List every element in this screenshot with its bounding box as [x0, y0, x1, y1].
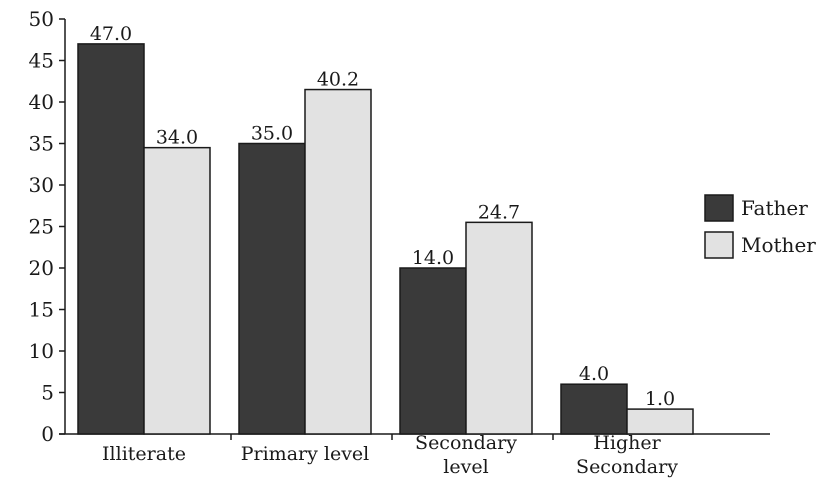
bar-mother	[465, 221, 533, 435]
data-label-mother: 40.2	[317, 69, 359, 91]
x-axis: Illiterate Primary level Secondary level Hig…	[59, 432, 770, 478]
bar-father	[560, 383, 628, 435]
bars	[77, 43, 694, 435]
x-category-label: Primary level	[241, 443, 370, 465]
bar-father	[238, 142, 306, 435]
y-tick-label: 10	[29, 339, 54, 363]
y-tick-label: 45	[29, 49, 54, 73]
x-category-label: Illiterate	[102, 443, 186, 465]
bar-mother	[143, 146, 211, 435]
bar-father	[399, 267, 467, 435]
y-tick-label: 25	[29, 215, 54, 239]
bar-mother	[626, 408, 694, 435]
y-axis: 0 5 10 15 20 25 30 35 40 45 50	[29, 7, 66, 446]
bar-father	[77, 43, 145, 435]
y-tick-label: 20	[29, 256, 54, 280]
legend-label-father: Father	[741, 196, 808, 220]
y-tick-label: 35	[29, 132, 54, 156]
y-tick-label: 5	[41, 381, 54, 405]
bar-mother	[304, 88, 372, 435]
data-label-father: 47.0	[90, 23, 132, 45]
x-category-label: Secondary level	[415, 432, 517, 478]
data-label-father: 4.0	[579, 363, 609, 385]
y-tick-label: 50	[29, 7, 54, 31]
data-label-mother: 24.7	[478, 201, 520, 223]
data-label-father: 14.0	[412, 247, 454, 269]
legend-swatch-mother	[704, 231, 734, 259]
y-tick-label: 0	[41, 422, 54, 446]
y-tick-label: 15	[29, 298, 54, 322]
data-label-mother: 1.0	[645, 388, 675, 410]
y-tick-label: 40	[29, 90, 54, 114]
legend-swatch-father	[704, 194, 734, 222]
data-labels: 47.0 35.0 14.0 4.0 34.0 40.2 24.7 1.0	[90, 23, 675, 410]
y-tick-label: 30	[29, 173, 54, 197]
legend: Father Mother	[704, 194, 816, 259]
x-category-label: Higher Secondary	[576, 432, 678, 478]
data-label-father: 35.0	[251, 123, 293, 145]
data-label-mother: 34.0	[156, 127, 198, 149]
legend-label-mother: Mother	[741, 233, 816, 257]
